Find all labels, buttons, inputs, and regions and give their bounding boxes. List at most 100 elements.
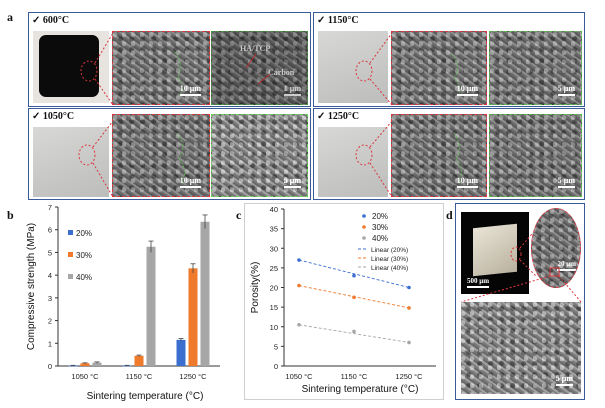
scale-bar-1250-2: 5 μm xyxy=(558,176,575,188)
point-40pct xyxy=(352,329,356,334)
bar-30pct xyxy=(134,355,144,366)
sem-1250-low: 10 μm xyxy=(391,114,487,197)
legend-label: 20% xyxy=(76,229,92,238)
y-tick-label: 15 xyxy=(270,303,278,312)
legend-trend-label: Linear (40%) xyxy=(371,265,408,272)
bar-20pct xyxy=(176,339,186,366)
scale-bar-600-2: 1 μm xyxy=(284,84,301,96)
y-tick-label: 2 xyxy=(48,317,52,326)
trendline-40pct xyxy=(298,324,410,343)
panel-a-letter: a xyxy=(7,10,13,24)
point-30pct xyxy=(297,283,301,288)
scale-bar-sem-d: 5 μm xyxy=(556,374,573,386)
block-1250c: ✓ 1250°C 10 μm 5 μm xyxy=(313,108,585,200)
bar-30pct xyxy=(188,268,198,366)
point-20pct xyxy=(407,285,411,290)
legend-trend-label: Linear (20%) xyxy=(371,247,408,254)
scaffold-photo: 500 μm xyxy=(461,212,529,294)
sample-photo-1050 xyxy=(33,127,109,197)
scale-bar-1050-1: 10 μm xyxy=(180,176,201,188)
sem-1150-low: 10 μm xyxy=(391,31,487,105)
y-tick-label: 1 xyxy=(48,339,52,348)
zoom-lines-1150 xyxy=(355,32,393,106)
legend-trend-label: Linear (30%) xyxy=(371,256,408,263)
scale-bar-photo: 500 μm xyxy=(467,277,489,288)
point-20pct xyxy=(297,258,301,262)
x-tick-label: 1050 °C xyxy=(285,372,313,381)
y-tick-label: 35 xyxy=(270,225,278,234)
point-30pct xyxy=(352,295,356,300)
sample-photo-1250 xyxy=(318,127,388,197)
block-1050c: ✓ 1050°C 10 μm 5 μm xyxy=(28,108,311,200)
compressive-strength-chart: 0 1 2 3 4 5 6 7 1050 °C 1150 °C 1250 °C 20% 30% 40% Si… xyxy=(26,203,220,402)
zoom-lines-600 xyxy=(80,32,114,106)
y-tick-label: 3 xyxy=(48,294,52,303)
y-tick-label: 6 xyxy=(48,226,52,235)
block-1150c: ✓ 1150°C 10 μm 5 μm xyxy=(313,12,585,107)
y-tick-label: 4 xyxy=(48,271,52,280)
legend-marker xyxy=(362,214,366,218)
legend-label: 20% xyxy=(372,212,388,221)
y-tick-label: 30 xyxy=(270,244,278,253)
sem-1050-low: 10 μm xyxy=(112,114,210,197)
sem-1050-high: 5 μm xyxy=(211,114,308,197)
sem-1150-high: 5 μm xyxy=(489,31,582,105)
sem-600-low: 10 μm xyxy=(112,31,210,105)
x-axis-title: Sintering temperature (°C) xyxy=(302,384,419,395)
panel-d-letter: d xyxy=(446,208,453,222)
legend-label: 30% xyxy=(372,223,388,232)
temp-label-1050: ✓ 1050°C xyxy=(32,111,75,122)
x-tick-label: 1150 °C xyxy=(126,372,153,381)
block-panel-d: 500 μm 20 μm 5 μm xyxy=(455,203,585,400)
temp-label-1250: ✓ 1250°C xyxy=(317,111,360,122)
y-tick-label: 40 xyxy=(270,205,278,214)
scale-bar-1150-1: 10 μm xyxy=(457,84,478,96)
scale-bar-600-1: 10 μm xyxy=(180,84,201,96)
y-tick-label: 5 xyxy=(274,342,278,351)
legend-swatch xyxy=(68,230,73,235)
annotation-hatcp: HA/TCP xyxy=(240,44,271,53)
scale-bar-1250-1: 10 μm xyxy=(457,176,478,188)
point-40pct xyxy=(407,340,411,345)
trendline-20pct xyxy=(298,259,410,288)
zoom-lines-1050 xyxy=(78,120,114,198)
x-tick-label: 1150 °C xyxy=(341,372,368,381)
temp-label-600: ✓ 600°C xyxy=(32,15,70,26)
bar-20pct xyxy=(68,365,78,367)
legend-swatch xyxy=(68,274,73,279)
legend-label: 40% xyxy=(76,273,92,282)
porosity-chart-frame xyxy=(244,203,444,400)
bar-40pct xyxy=(200,221,210,366)
zoom-lines-d xyxy=(460,233,582,303)
point-30pct xyxy=(407,306,411,310)
legend-marker xyxy=(362,236,366,240)
legend-label: 40% xyxy=(372,234,388,243)
x-axis-title: Sintering temperature (°C) xyxy=(87,391,204,402)
bar-40pct xyxy=(146,246,156,366)
bar-40pct xyxy=(92,362,102,366)
zoom-circle: 20 μm xyxy=(531,208,581,288)
x-tick-label: 1250 °C xyxy=(179,372,207,381)
y-tick-label: 10 xyxy=(270,323,278,332)
zoom-lines-1250 xyxy=(355,120,393,198)
y-tick-label: 0 xyxy=(48,362,52,371)
y-tick-label: 7 xyxy=(48,203,52,212)
bar-30pct xyxy=(80,363,90,366)
y-tick-label: 20 xyxy=(270,284,278,293)
sem-panel-d: 5 μm xyxy=(461,302,581,394)
x-tick-label: 1250 °C xyxy=(395,372,423,381)
y-tick-label: 25 xyxy=(270,264,278,273)
legend-swatch xyxy=(68,252,73,257)
bar-20pct xyxy=(122,365,132,367)
legend-label: 30% xyxy=(76,251,92,260)
x-tick-label: 1050 °C xyxy=(71,372,99,381)
scale-bar-zoom: 20 μm xyxy=(557,260,576,271)
y-tick-label: 0 xyxy=(274,362,278,371)
block-600c: ✓ 600°C 10 μm HA/TCP Carbon 1 μm xyxy=(28,12,311,107)
scale-bar-1050-2: 5 μm xyxy=(284,176,301,188)
sample-photo-1150 xyxy=(318,31,388,103)
sem-1250-high: 5 μm xyxy=(489,114,582,197)
legend-marker xyxy=(362,225,366,229)
porosity-chart: 0 5 10 15 20 25 30 35 40 1050 °C 1150 °C 1250 °C 20%… xyxy=(250,205,436,395)
sem-600-high: HA/TCP Carbon 1 μm xyxy=(211,31,308,105)
